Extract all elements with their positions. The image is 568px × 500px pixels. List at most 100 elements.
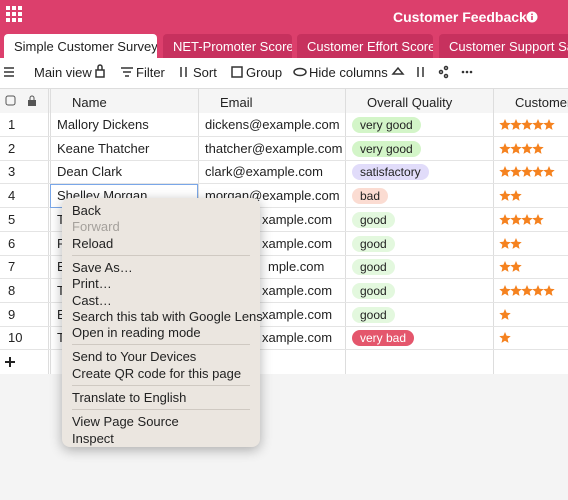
name-cell[interactable]: E xyxy=(57,255,66,279)
menu-separator xyxy=(72,344,250,346)
menu-item[interactable]: Send to Your Devices xyxy=(72,349,197,365)
menu-item[interactable]: Inspect xyxy=(72,430,114,446)
info-icon[interactable] xyxy=(526,11,538,23)
quality-pill: good xyxy=(352,211,395,228)
email-cell[interactable]: xample.com xyxy=(262,330,333,346)
email-cell[interactable]: clark@example.com xyxy=(205,164,323,180)
rating xyxy=(499,213,544,225)
quality-pill: satisfactory xyxy=(352,164,429,181)
row-number: 2 xyxy=(8,140,16,156)
toolbar-button[interactable]: Hide columns xyxy=(309,65,388,80)
rating xyxy=(499,166,555,178)
tab-label: NET-Promoter Score xyxy=(173,39,292,54)
row-number: 10 xyxy=(8,330,23,346)
quality-pill: very bad xyxy=(352,330,415,347)
quality-pill: very good xyxy=(352,117,421,133)
row-line xyxy=(0,254,568,256)
stars xyxy=(499,332,511,344)
rating xyxy=(499,308,511,320)
menu-item[interactable]: Save As… xyxy=(72,259,133,275)
menu-separator xyxy=(72,254,250,256)
row-line xyxy=(0,278,568,280)
menu-item[interactable]: View Page Source xyxy=(72,414,179,430)
quality-pill: good xyxy=(352,235,395,252)
name-cell[interactable]: T xyxy=(57,330,65,346)
context-menu: Back Forward Reload Save As… Print… Cast… Sear… xyxy=(62,198,263,447)
column-header[interactable]: Email xyxy=(220,95,253,110)
email-cell[interactable]: xample.com xyxy=(262,282,333,298)
stars xyxy=(499,119,555,130)
email-cell[interactable]: xample.com xyxy=(262,306,333,322)
rating xyxy=(499,142,544,154)
app-title: Customer Feedback xyxy=(393,9,527,25)
name-cell[interactable]: T xyxy=(57,211,65,227)
column-header[interactable]: Overall Quality xyxy=(367,95,453,110)
stars xyxy=(499,190,522,201)
row-line xyxy=(0,159,568,161)
stars xyxy=(499,142,544,154)
toolbar-button[interactable]: Filter xyxy=(136,65,165,80)
menu-item[interactable]: Back xyxy=(72,203,101,218)
column-header[interactable]: Name xyxy=(72,95,107,110)
row-number: 1 xyxy=(8,117,16,132)
tab[interactable]: Customer Effort Score xyxy=(297,34,433,58)
name-cell[interactable]: E xyxy=(57,303,66,327)
menu-separator xyxy=(72,385,250,386)
rating xyxy=(499,237,522,249)
toolbar-button[interactable]: Group xyxy=(246,65,283,80)
row-number: 9 xyxy=(8,306,16,322)
row-line xyxy=(0,325,568,327)
name-cell[interactable]: T xyxy=(57,282,65,298)
toolbar-icons xyxy=(4,64,473,79)
rating xyxy=(499,119,555,130)
name-cell[interactable]: Keane Thatcher xyxy=(57,140,150,156)
apps-icon[interactable] xyxy=(6,6,22,22)
stars xyxy=(499,237,522,249)
row-line xyxy=(0,349,568,351)
menu-item[interactable]: Reload xyxy=(72,235,114,251)
email-cell[interactable]: xample.com xyxy=(262,211,333,227)
rating xyxy=(499,284,555,296)
row-line xyxy=(0,136,568,137)
row-number: 3 xyxy=(8,164,16,180)
menu-item[interactable]: Translate to English xyxy=(72,390,187,405)
toolbar-button[interactable]: Sort xyxy=(193,65,217,80)
row-number: 8 xyxy=(8,282,16,298)
column-header[interactable]: Customer S xyxy=(515,95,568,110)
name-cell[interactable]: Mallory Dickens xyxy=(57,117,149,132)
menu-item[interactable]: Cast… xyxy=(72,292,112,308)
stars xyxy=(499,261,522,273)
menu-item[interactable]: Create QR code for this page xyxy=(72,365,242,381)
menu-item[interactable]: Open in reading mode xyxy=(72,325,201,341)
tab[interactable]: Customer Support Satis xyxy=(439,34,568,58)
row-number: 7 xyxy=(8,259,16,275)
email-cell[interactable]: dickens@example.com xyxy=(205,117,340,132)
email-cell[interactable]: thatcher@example.com xyxy=(205,140,343,156)
row-line xyxy=(0,183,568,185)
menu-item[interactable]: Search this tab with Google Lens xyxy=(72,308,263,324)
row-number: 4 xyxy=(8,188,16,204)
toolbar xyxy=(0,58,568,89)
add-row[interactable] xyxy=(4,356,16,368)
name-cell[interactable]: Dean Clark xyxy=(57,164,123,180)
tab-label: Customer Effort Score xyxy=(307,39,433,54)
tab-label: Simple Customer Survey xyxy=(14,39,157,54)
rating xyxy=(499,261,522,273)
menu-item[interactable]: Print… xyxy=(72,276,112,292)
toolbar-button[interactable]: Main view xyxy=(34,65,92,80)
menu-separator xyxy=(72,409,250,411)
email-cell[interactable]: mple.com xyxy=(268,259,325,275)
name-cell[interactable]: R xyxy=(57,232,66,256)
stars xyxy=(499,213,544,225)
row-line xyxy=(0,301,568,303)
tab[interactable]: Simple Customer Survey xyxy=(4,34,157,58)
row-number: 6 xyxy=(8,235,16,251)
header-controls[interactable] xyxy=(5,94,45,108)
row-line xyxy=(0,207,568,209)
email-cell[interactable]: xample.com xyxy=(262,235,333,251)
tab[interactable]: NET-Promoter Score xyxy=(163,34,292,58)
stars xyxy=(499,308,511,320)
stars xyxy=(499,166,555,178)
quality-pill: good xyxy=(352,282,395,299)
